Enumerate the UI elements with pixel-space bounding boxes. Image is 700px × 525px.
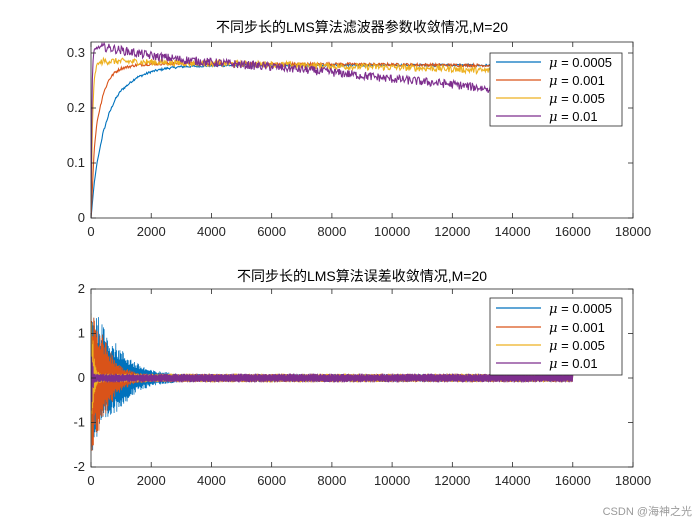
- y-tick-label: 0.3: [67, 45, 85, 60]
- svg-text:μ = 0.005: μ = 0.005: [549, 338, 605, 354]
- legend-entry: μ = 0.001: [496, 320, 605, 336]
- x-tick-label: 12000: [434, 473, 470, 488]
- svg-text:μ = 0.01: μ = 0.01: [549, 109, 598, 125]
- svg-text:μ = 0.001: μ = 0.001: [549, 73, 605, 89]
- chart-title: 不同步长的LMS算法滤波器参数收敛情况,M=20: [216, 19, 508, 35]
- x-tick-label: 2000: [137, 224, 166, 239]
- legend-symbol: μ: [549, 302, 557, 317]
- x-tick-label: 6000: [257, 473, 286, 488]
- axes: 0 2000 4000 6000 8000 10000 12000 14000 16000 180…: [73, 281, 651, 488]
- x-tick-label: 16000: [555, 473, 591, 488]
- legend-label: = 0.005: [557, 91, 604, 106]
- svg-text:μ = 0.0005: μ = 0.0005: [549, 301, 612, 317]
- x-tick-label: 2000: [137, 473, 166, 488]
- x-tick-label: 8000: [317, 224, 346, 239]
- x-tick-label: 4000: [197, 224, 226, 239]
- legend-box: [489, 297, 623, 376]
- legend-entry: μ = 0.01: [496, 109, 598, 125]
- watermark: CSDN @海神之光: [603, 504, 692, 518]
- x-tick-label: 6000: [257, 224, 286, 239]
- axes-frame: [90, 41, 634, 219]
- x-tick-label: 14000: [494, 473, 530, 488]
- y-tick-label: 2: [78, 281, 85, 296]
- svg-text:μ = 0.01: μ = 0.01: [549, 356, 598, 372]
- svg-text:μ = 0.0005: μ = 0.0005: [549, 55, 612, 71]
- subplot-error-convergence: 不同步长的LMS算法误差收敛情况,M=20 0 2000 4000 6000 8000 1…: [73, 268, 651, 488]
- legend-symbol: μ: [549, 357, 557, 372]
- legend-entry: μ = 0.01: [496, 356, 598, 372]
- legend-symbol: μ: [549, 74, 557, 89]
- legend-symbol: μ: [549, 110, 557, 125]
- legend-entry: μ = 0.0005: [496, 55, 612, 71]
- legend: μ = 0.0005 μ = 0.001 μ = 0.005 μ = 0.01: [489, 297, 623, 376]
- x-tick-label: 10000: [374, 224, 410, 239]
- legend-box: [489, 52, 623, 127]
- x-tick-label: 0: [87, 473, 94, 488]
- y-tick-label: 0.1: [67, 155, 85, 170]
- y-tick-label: 1: [78, 326, 85, 341]
- legend-label: = 0.0005: [557, 55, 612, 70]
- y-tick-label: 0: [78, 370, 85, 385]
- legend-symbol: μ: [549, 321, 557, 336]
- legend-entry: μ = 0.005: [496, 338, 605, 354]
- x-tick-label: 18000: [615, 473, 651, 488]
- chart-title: 不同步长的LMS算法误差收敛情况,M=20: [237, 268, 487, 284]
- svg-text:μ = 0.005: μ = 0.005: [549, 91, 605, 107]
- svg-text:μ = 0.001: μ = 0.001: [549, 320, 605, 336]
- subplot-parameter-convergence: 不同步长的LMS算法滤波器参数收敛情况,M=20 0 2000 4000 6000 80…: [67, 19, 651, 239]
- legend-label: = 0.01: [557, 356, 597, 371]
- legend: μ = 0.0005 μ = 0.001 μ = 0.005 μ = 0.01: [489, 52, 623, 127]
- series-line: [91, 324, 574, 411]
- y-tick-label: 0: [78, 210, 85, 225]
- x-tick-label: 8000: [317, 473, 346, 488]
- x-tick-label: 16000: [555, 224, 591, 239]
- series-lines: [91, 313, 574, 451]
- x-tick-label: 12000: [434, 224, 470, 239]
- legend-symbol: μ: [549, 56, 557, 71]
- x-tick-label: 4000: [197, 473, 226, 488]
- x-tick-label: 10000: [374, 473, 410, 488]
- legend-entry: μ = 0.005: [496, 91, 605, 107]
- x-tick-label: 14000: [494, 224, 530, 239]
- y-tick-label: -1: [73, 415, 85, 430]
- legend-label: = 0.005: [557, 338, 604, 353]
- legend-entry: μ = 0.001: [496, 73, 605, 89]
- y-tick-label: 0.2: [67, 100, 85, 115]
- legend-label: = 0.0005: [557, 301, 612, 316]
- legend-symbol: μ: [549, 92, 557, 107]
- legend-label: = 0.001: [557, 320, 604, 335]
- y-tick-label: -2: [73, 459, 85, 474]
- legend-symbol: μ: [549, 339, 557, 354]
- legend-label: = 0.01: [557, 109, 597, 124]
- x-tick-label: 18000: [615, 224, 651, 239]
- legend-entry: μ = 0.0005: [496, 301, 612, 317]
- x-tick-label: 0: [87, 224, 94, 239]
- axes: 0 2000 4000 6000 8000 10000 12000 14000 16000 180…: [67, 41, 651, 239]
- legend-label: = 0.001: [557, 73, 604, 88]
